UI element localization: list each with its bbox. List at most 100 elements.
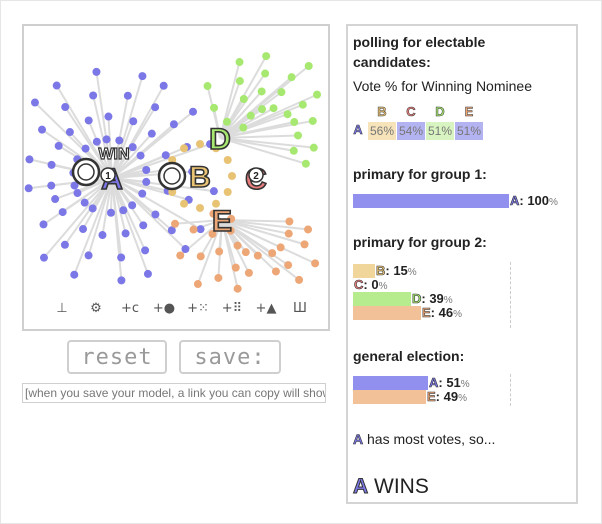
voter-dot[interactable] <box>299 101 307 109</box>
voter-dot[interactable] <box>236 77 244 85</box>
voter-dot[interactable] <box>117 253 125 261</box>
voter-dot[interactable] <box>261 70 269 78</box>
voter-dot[interactable] <box>151 210 159 218</box>
voter-dot[interactable] <box>138 190 146 198</box>
voter-dot[interactable] <box>197 225 205 233</box>
voter-dot[interactable] <box>268 249 276 257</box>
voter-dot[interactable] <box>301 240 309 248</box>
candidate-b[interactable]: B <box>189 161 211 194</box>
candidate-a[interactable]: A1 <box>101 163 123 196</box>
voter-dot[interactable] <box>190 226 198 234</box>
voter-dot[interactable] <box>224 188 232 196</box>
voter-dot[interactable] <box>115 136 123 144</box>
voter-dot[interactable] <box>148 130 156 138</box>
voter-dot[interactable] <box>311 259 319 267</box>
voter-dot[interactable] <box>284 110 292 118</box>
voter-dot[interactable] <box>73 189 81 197</box>
voter-dot[interactable] <box>295 276 303 284</box>
voter-dot[interactable] <box>70 271 78 279</box>
voter-dot[interactable] <box>210 104 218 112</box>
voter-dot[interactable] <box>61 103 69 111</box>
voter-dot[interactable] <box>302 160 310 168</box>
voter-dot[interactable] <box>234 285 242 293</box>
voter-dot[interactable] <box>117 276 125 284</box>
voter-dot[interactable] <box>25 155 33 163</box>
voter-dot[interactable] <box>104 113 112 121</box>
simulation-svg[interactable]: A1 B C2 D E WIN <box>24 26 328 329</box>
voter-dot[interactable] <box>40 220 48 228</box>
voter-dot[interactable] <box>38 126 46 134</box>
voter-dot[interactable] <box>137 152 145 160</box>
voter-dot[interactable] <box>204 82 212 90</box>
voter-dot[interactable] <box>277 88 285 96</box>
voter-dot[interactable] <box>61 241 69 249</box>
voter-dot[interactable] <box>81 199 89 207</box>
voter-dot[interactable] <box>103 135 111 143</box>
voter-dot[interactable] <box>92 68 100 76</box>
voter-dot[interactable] <box>89 91 97 99</box>
voter-dot[interactable] <box>151 103 159 111</box>
voter-simulation-canvas[interactable]: A1 B C2 D E WIN ⊥ ⚙ +c +● +⁙ +⠿ +▲ Ш <box>22 24 330 331</box>
voter-dot[interactable] <box>59 208 67 216</box>
voter-dot[interactable] <box>214 274 222 282</box>
voter-dot[interactable] <box>93 138 101 146</box>
voter-dot[interactable] <box>31 99 39 107</box>
voter-dot[interactable] <box>272 267 280 275</box>
voter-dot[interactable] <box>180 200 188 208</box>
voter-dot[interactable] <box>196 204 204 212</box>
voter-dot[interactable] <box>247 112 255 120</box>
voter-dot[interactable] <box>144 270 152 278</box>
voter-dot[interactable] <box>51 195 59 203</box>
voter-dot[interactable] <box>310 144 318 152</box>
voter-dot[interactable] <box>85 251 93 259</box>
voter-dot[interactable] <box>285 217 293 225</box>
voter-dot[interactable] <box>304 225 312 233</box>
voter-dot[interactable] <box>290 147 298 155</box>
voter-dot[interactable] <box>107 209 115 217</box>
voter-dot[interactable] <box>270 104 278 112</box>
voter-dot[interactable] <box>215 248 223 256</box>
voter-dot[interactable] <box>122 229 130 237</box>
voter-dot[interactable] <box>294 131 302 139</box>
voter-dot[interactable] <box>197 252 205 260</box>
voter-dot[interactable] <box>242 248 250 256</box>
voter-dot[interactable] <box>288 73 296 81</box>
add-grid-icon[interactable]: +⠿ <box>220 296 244 320</box>
voter-dot[interactable] <box>262 52 270 60</box>
candidate-d[interactable]: D <box>209 123 231 156</box>
voter-dot[interactable] <box>160 82 168 90</box>
voter-dot[interactable] <box>25 184 33 192</box>
delete-icon[interactable]: Ш <box>288 296 312 320</box>
gear-icon[interactable]: ⚙ <box>84 296 108 320</box>
voter-dot[interactable] <box>254 252 262 260</box>
add-voter-icon[interactable]: +● <box>152 296 176 320</box>
voter-dot[interactable] <box>309 117 317 125</box>
voter-dot[interactable] <box>285 230 293 238</box>
voter-dot[interactable] <box>40 254 48 262</box>
save-link-field[interactable]: [when you save your model, a link you ca… <box>22 383 326 403</box>
voter-dot[interactable] <box>142 178 150 186</box>
add-crowd-icon[interactable]: +⁙ <box>186 296 210 320</box>
voter-dot[interactable] <box>313 91 321 99</box>
voter-dot[interactable] <box>232 264 240 272</box>
voter-dot[interactable] <box>181 245 189 253</box>
voter-dot[interactable] <box>89 204 97 212</box>
voter-dot[interactable] <box>55 142 63 150</box>
voter-dot[interactable] <box>228 172 236 180</box>
voter-dot[interactable] <box>124 92 132 100</box>
voter-dot[interactable] <box>119 206 127 214</box>
voter-dot[interactable] <box>224 156 232 164</box>
voter-dot[interactable] <box>128 201 136 209</box>
voter-dot[interactable] <box>142 166 150 174</box>
voter-dot[interactable] <box>245 269 253 277</box>
voter-dot[interactable] <box>194 280 202 288</box>
voter-dot[interactable] <box>66 128 74 136</box>
reset-button[interactable]: reset <box>67 340 167 374</box>
save-button[interactable]: save: <box>179 340 281 374</box>
voter-dot[interactable] <box>234 242 242 250</box>
voter-dot[interactable] <box>239 124 247 132</box>
voter-dot[interactable] <box>53 82 61 90</box>
voter-dot[interactable] <box>210 187 218 195</box>
voter-dot[interactable] <box>138 72 146 80</box>
voter-dot[interactable] <box>277 243 285 251</box>
